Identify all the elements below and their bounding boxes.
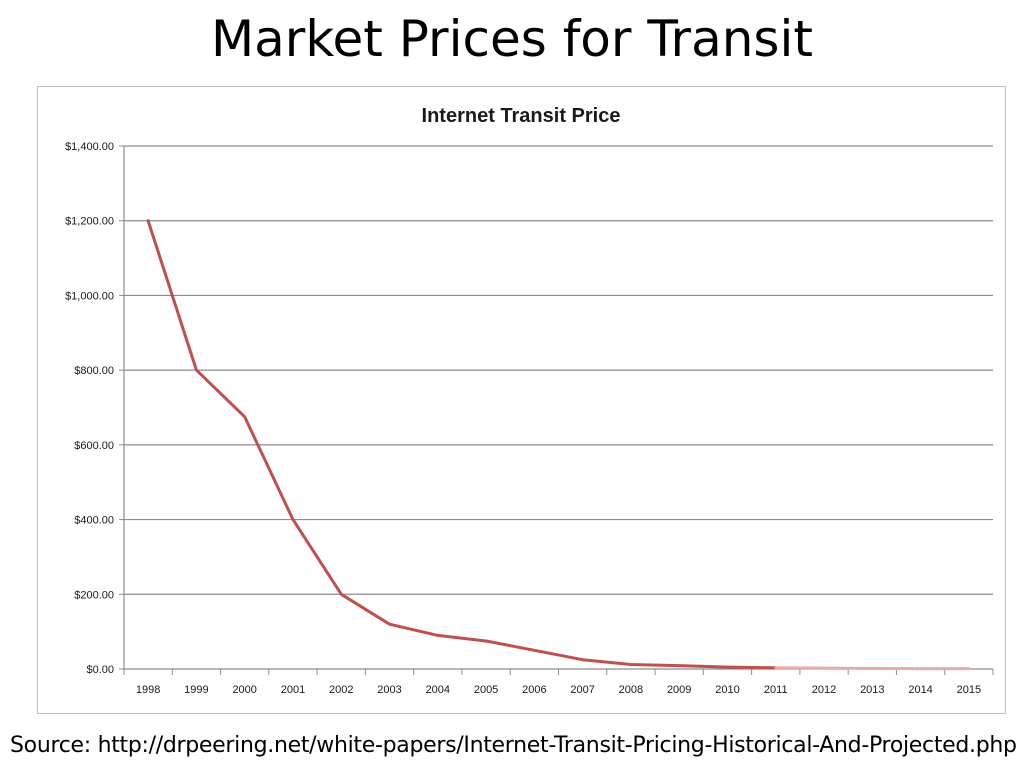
x-tick-label: 2007	[570, 684, 594, 696]
x-tick-label: 2013	[860, 684, 884, 696]
grid-lines	[124, 145, 993, 595]
slide-title: Market Prices for Transit	[211, 10, 813, 68]
x-tick-label: 2015	[957, 684, 981, 696]
y-axis: $0.00 $200.00 $400.00 $600.00 $800.00 $1,000.…	[65, 141, 125, 676]
y-tick-label: $1,400.00	[65, 141, 114, 153]
x-tick-label: 2014	[908, 684, 932, 696]
y-tick-label: $0.00	[86, 664, 114, 676]
y-tick-label: $1,200.00	[65, 216, 114, 228]
x-tick-label: 2011	[764, 684, 788, 696]
x-tick-label: 2001	[281, 684, 305, 696]
x-tick-label: 2009	[667, 684, 691, 696]
y-tick-label: $1,000.00	[65, 290, 114, 302]
x-tick-label: 1999	[184, 684, 208, 696]
x-tick-label: 2012	[812, 684, 836, 696]
x-axis: 1998 1999 2000 2001 2002 2003 2004 2005 2006 2007…	[123, 668, 994, 696]
x-tick-label: 2000	[232, 684, 256, 696]
projected-price-line	[774, 666, 971, 671]
y-tick-label: $600.00	[74, 440, 114, 452]
line-chart: Internet Transit Price $0.00 $200.00 $400.…	[65, 105, 994, 696]
x-tick-label: 2006	[522, 684, 546, 696]
y-tick-label: $800.00	[74, 365, 114, 377]
x-tick-label: 2005	[474, 684, 498, 696]
y-tick-label: $200.00	[74, 589, 114, 601]
y-tick-label: $400.00	[74, 515, 114, 527]
chart-frame: Internet Transit Price $0.00 $200.00 $400.…	[37, 86, 1006, 714]
chart-title: Internet Transit Price	[422, 105, 621, 127]
source-citation: Source: http://drpeering.net/white-paper…	[10, 733, 1017, 758]
x-tick-label: 1998	[136, 684, 160, 696]
x-tick-label: 2002	[329, 684, 353, 696]
x-tick-label: 2004	[426, 684, 450, 696]
series-group	[146, 219, 971, 671]
transit-price-line	[146, 219, 778, 670]
x-tick-label: 2010	[715, 684, 739, 696]
x-tick-label: 2008	[619, 684, 643, 696]
x-tick-label: 2003	[377, 684, 401, 696]
